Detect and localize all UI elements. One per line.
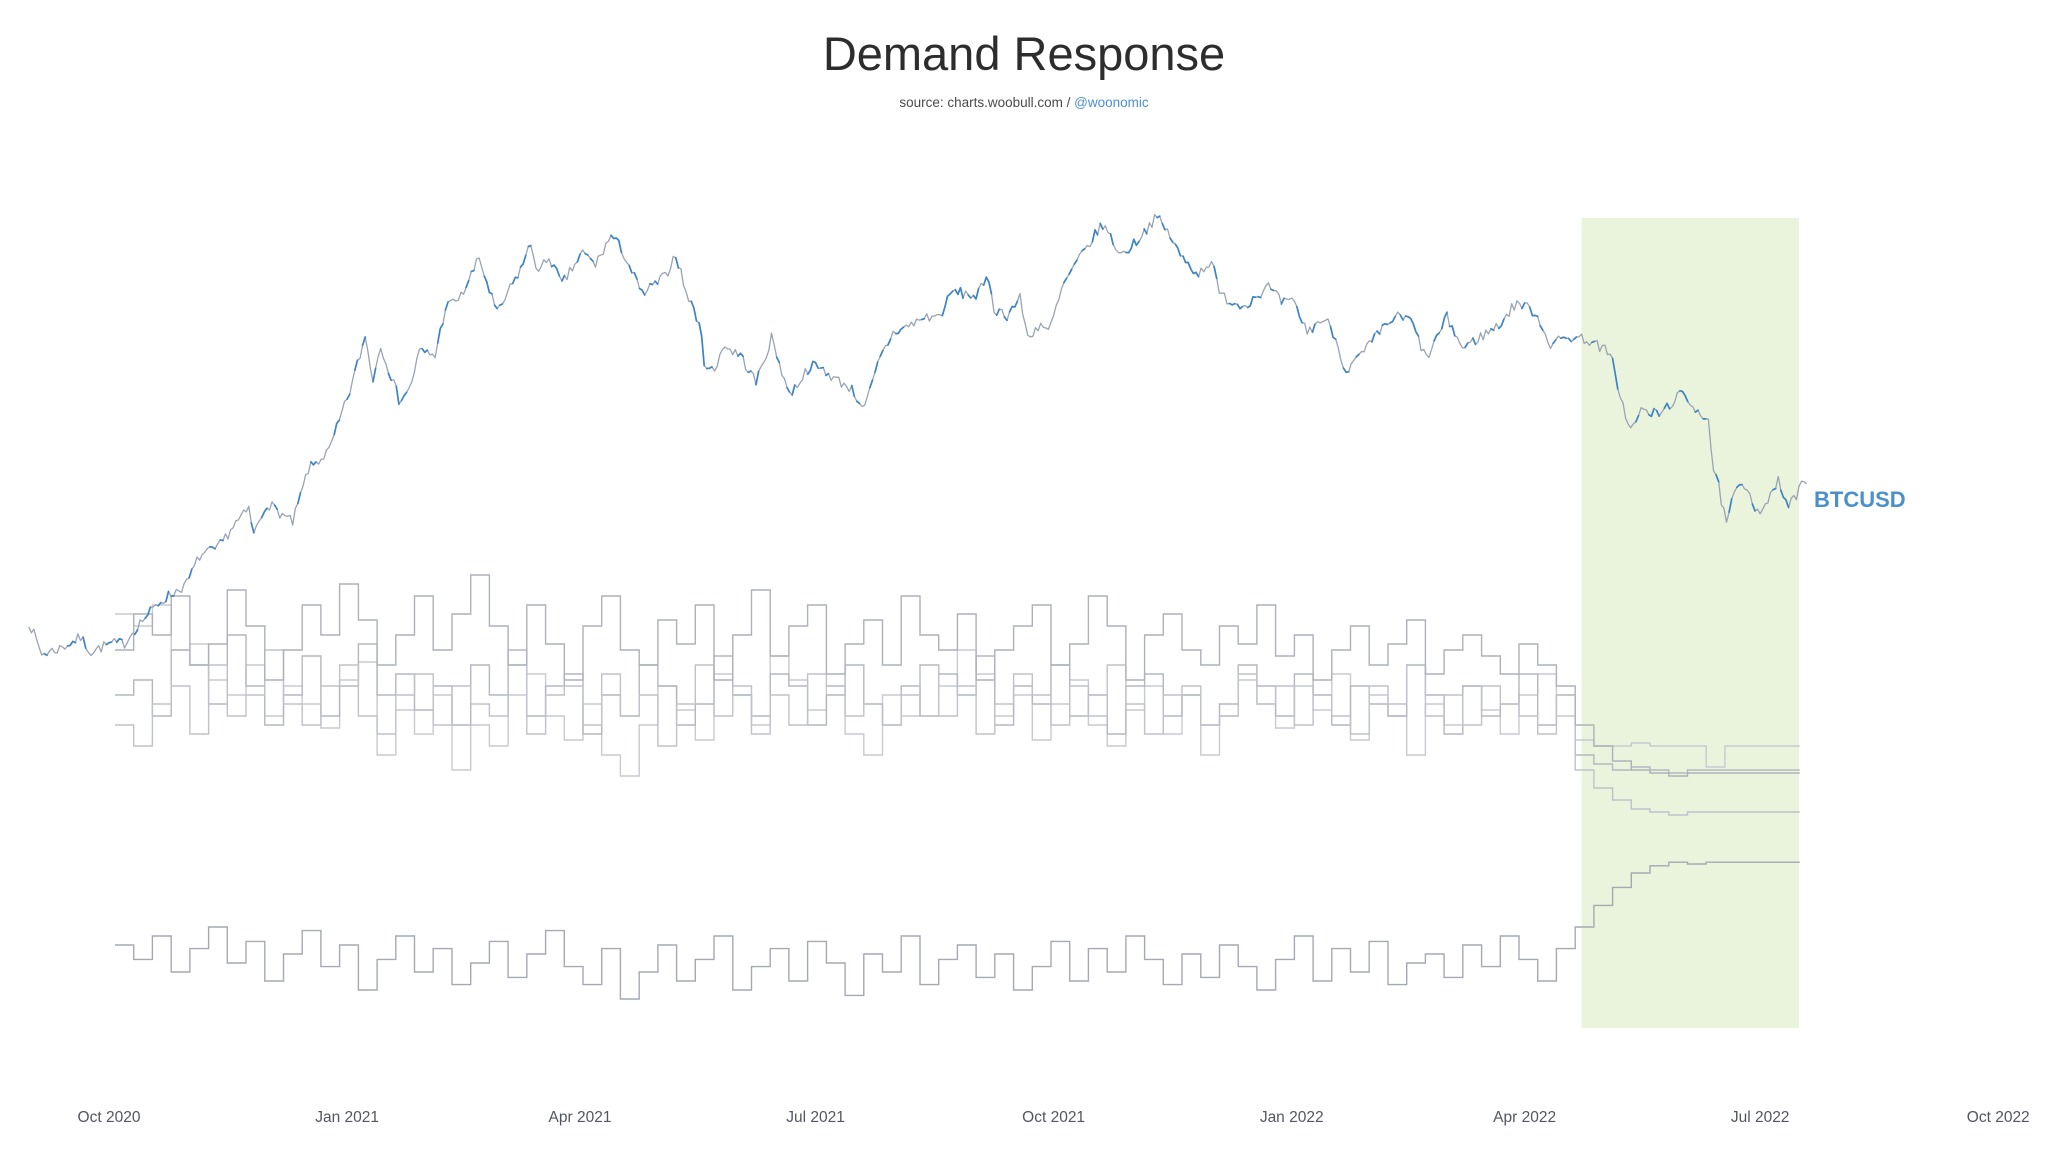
highlight-region (1581, 218, 1799, 1028)
oscillator-3 (115, 649, 1800, 816)
x-axis-label: Jul 2021 (786, 1109, 845, 1126)
x-axis-label: Jul 2022 (1731, 1109, 1790, 1126)
chart-source: source: charts.woobull.com / @woonomic (0, 95, 2048, 110)
source-prefix: source: charts.woobull.com / (899, 95, 1075, 110)
x-axis-label: Apr 2022 (1493, 1109, 1556, 1126)
chart-title: Demand Response (822, 27, 1226, 80)
oscillator-5 (115, 861, 1800, 1000)
x-axis-label: Oct 2020 (78, 1109, 141, 1126)
x-axis-label: Jan 2022 (1260, 1109, 1324, 1126)
chart-header: Demand Response source: charts.woobull.c… (0, 26, 2048, 110)
price-series-label: BTCUSD (1814, 487, 1906, 512)
source-link[interactable]: @woonomic (1074, 95, 1149, 110)
x-axis-label: Jan 2021 (315, 1109, 379, 1126)
x-axis-label: Oct 2022 (1967, 1109, 2030, 1126)
x-axis-label: Apr 2021 (549, 1109, 612, 1126)
btcusd-line (28, 213, 1808, 657)
oscillator-4 (115, 574, 1800, 777)
btcusd-line-flecks (43, 215, 1790, 657)
x-axis-label: Oct 2021 (1022, 1109, 1085, 1126)
